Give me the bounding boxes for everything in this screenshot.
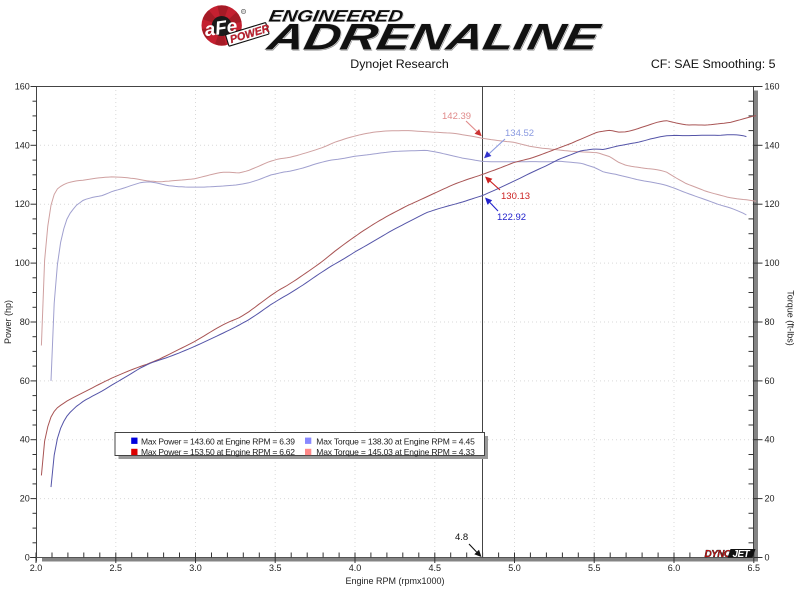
svg-text:JET: JET (733, 549, 751, 560)
svg-text:0: 0 (25, 553, 30, 563)
svg-text:CF: SAE Smoothing: 5: CF: SAE Smoothing: 5 (651, 57, 776, 71)
svg-text:ENGINEERED: ENGINEERED (268, 7, 405, 26)
svg-text:134.52: 134.52 (505, 128, 534, 139)
svg-text:Max Torque = 145.03 at Engine: Max Torque = 145.03 at Engine RPM = 4.33 (316, 447, 475, 457)
svg-text:100: 100 (765, 258, 780, 268)
svg-text:ADRENALINE: ADRENALINE (263, 16, 605, 58)
svg-text:100: 100 (15, 258, 30, 268)
svg-text:3.0: 3.0 (189, 563, 202, 573)
svg-text:40: 40 (765, 435, 775, 445)
svg-text:4.8: 4.8 (455, 532, 468, 543)
svg-text:130.13: 130.13 (501, 191, 530, 202)
svg-text:160: 160 (765, 82, 780, 92)
svg-text:4.5: 4.5 (429, 563, 442, 573)
svg-text:Torque (ft-lbs): Torque (ft-lbs) (786, 290, 796, 346)
svg-text:ENGINEERED: ENGINEERED (267, 6, 404, 25)
svg-text:120: 120 (15, 199, 30, 209)
svg-text:Engine RPM (rpmx1000): Engine RPM (rpmx1000) (345, 576, 444, 586)
svg-text:4.0: 4.0 (349, 563, 362, 573)
svg-text:160: 160 (15, 82, 30, 92)
svg-text:40: 40 (20, 435, 30, 445)
svg-text:80: 80 (765, 317, 775, 327)
svg-text:20: 20 (765, 494, 775, 504)
svg-text:120: 120 (765, 199, 780, 209)
svg-text:122.92: 122.92 (497, 212, 526, 223)
svg-text:Max Power = 143.60 at Engine R: Max Power = 143.60 at Engine RPM = 6.39 (141, 436, 295, 446)
svg-text:6.5: 6.5 (748, 563, 761, 573)
svg-text:3.5: 3.5 (269, 563, 282, 573)
svg-text:140: 140 (765, 140, 780, 150)
svg-text:ADRENALINE: ADRENALINE (264, 17, 606, 59)
svg-text:R: R (242, 10, 245, 14)
svg-text:Max Power = 153.50 at Engine R: Max Power = 153.50 at Engine RPM = 6.62 (141, 447, 295, 457)
svg-text:5.5: 5.5 (588, 563, 601, 573)
svg-text:DYNO: DYNO (705, 549, 732, 560)
svg-text:0: 0 (765, 553, 770, 563)
svg-text:Dynojet Research: Dynojet Research (350, 57, 449, 71)
svg-text:80: 80 (20, 317, 30, 327)
svg-text:5.0: 5.0 (508, 563, 521, 573)
svg-text:140: 140 (15, 140, 30, 150)
svg-text:Max Torque = 138.30 at Engine: Max Torque = 138.30 at Engine RPM = 4.45 (316, 436, 475, 446)
svg-text:142.39: 142.39 (442, 111, 471, 122)
svg-text:6.0: 6.0 (668, 563, 681, 573)
svg-text:2.0: 2.0 (30, 563, 43, 573)
svg-text:Power (hp): Power (hp) (3, 300, 13, 344)
svg-text:20: 20 (20, 494, 30, 504)
svg-text:60: 60 (20, 376, 30, 386)
svg-text:2.5: 2.5 (110, 563, 123, 573)
svg-text:60: 60 (765, 376, 775, 386)
